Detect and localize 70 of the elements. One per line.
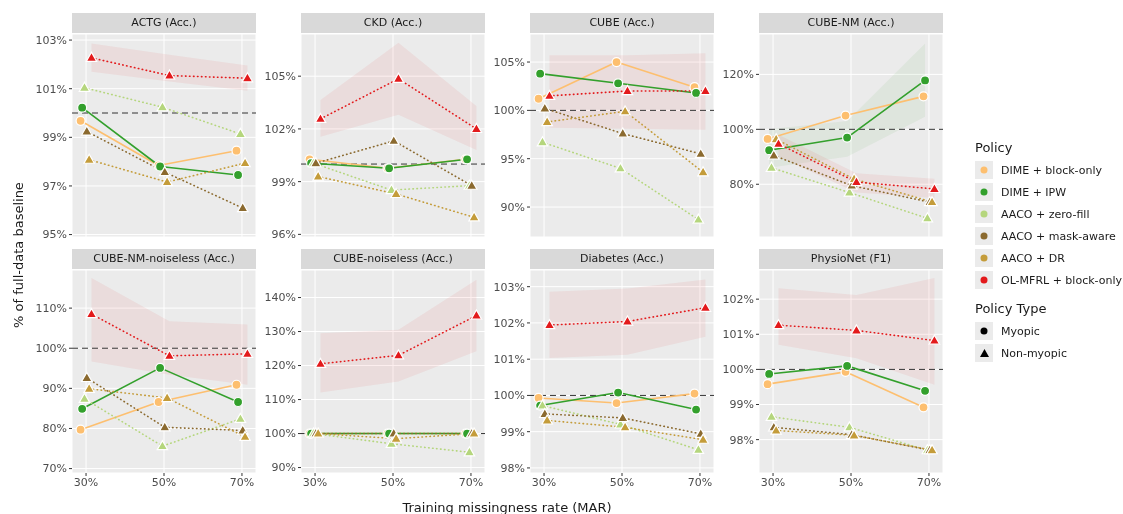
y-tick-label: 98%	[500, 461, 525, 475]
text: Policy Type	[975, 301, 1048, 316]
y-tick-label: 98%	[729, 433, 754, 447]
y-tick-label: 100%	[493, 389, 525, 403]
x-tick-label: 30%	[73, 475, 99, 489]
text: Myopic	[1001, 324, 1040, 338]
legend-label: DIME + IPW	[1001, 185, 1067, 199]
x-tick-label: 50%	[609, 475, 635, 489]
chart-title: CKD (Acc.)	[301, 13, 485, 33]
y-tick-label: 110%	[35, 302, 67, 316]
y-tick-label: 101%	[493, 353, 525, 367]
y-tick-label: 100%	[722, 123, 754, 137]
y-tick-label: 105%	[493, 55, 525, 69]
x-tick-label: 70%	[458, 475, 484, 489]
y-tick-label: 99%	[271, 175, 296, 189]
y-tick-label: 100%	[722, 363, 754, 377]
legend-label: DIME + block-only	[1001, 163, 1102, 177]
x-tick-label: 30%	[531, 475, 557, 489]
chart-title: ACTG (Acc.)	[72, 13, 256, 33]
chart-title: Diabetes (Acc.)	[530, 249, 714, 269]
y-tick-label: 105%	[264, 70, 296, 84]
y-tick-label: 101%	[722, 328, 754, 342]
y-tick-label: 102%	[264, 122, 296, 136]
x-tick-label: 30%	[760, 475, 786, 489]
chart-title: CUBE (Acc.)	[530, 13, 714, 33]
chart-title: PhysioNet (F1)	[759, 249, 943, 269]
y-tick-label: 90%	[500, 200, 525, 214]
legend-label: AACO + mask-aware	[1001, 229, 1116, 243]
y-tick-label: 102%	[493, 316, 525, 330]
y-tick-label: 90%	[271, 461, 296, 475]
y-tick-label: 99%	[500, 425, 525, 439]
legend-title: Policy	[975, 140, 1014, 155]
y-tick-label: 99%	[729, 398, 754, 412]
chart-title: CUBE-NM-noiseless (Acc.)	[72, 249, 256, 269]
legend-label: AACO + DR	[1001, 251, 1065, 265]
y-tick-label: 110%	[264, 393, 296, 407]
y-tick-label: 102%	[722, 293, 754, 307]
y-tick-label: 95%	[42, 228, 67, 242]
x-tick-label: 70%	[229, 475, 255, 489]
x-tick-label: 50%	[838, 475, 864, 489]
legend-label: AACO + zero-fill	[1001, 207, 1090, 221]
y-tick-label: 140%	[264, 291, 296, 305]
y-tick-label: 101%	[35, 82, 67, 96]
y-tick-label: 130%	[264, 325, 296, 339]
y-tick-label: 80%	[42, 422, 67, 436]
y-tick-label: 120%	[722, 68, 754, 82]
x-axis-title: Training missingness rate (MAR)	[402, 499, 612, 514]
y-tick-label: 99%	[42, 131, 67, 145]
chart-title: CUBE-NM (Acc.)	[759, 13, 943, 33]
y-tick-label: 95%	[500, 152, 525, 166]
y-tick-label: 90%	[42, 382, 67, 396]
y-axis-title: % of full-data baseline	[10, 182, 26, 328]
y-tick-label: 96%	[271, 228, 296, 242]
y-tick-label: 103%	[35, 33, 67, 47]
x-tick-label: 70%	[916, 475, 942, 489]
y-tick-label: 100%	[35, 342, 67, 356]
y-tick-label: 120%	[264, 359, 296, 373]
y-tick-label: 100%	[493, 104, 525, 118]
y-tick-label: 80%	[729, 178, 754, 192]
y-tick-label: 97%	[42, 179, 67, 193]
legend-label: OL-MFRL + block-only	[1001, 273, 1122, 287]
x-tick-label: 30%	[302, 475, 328, 489]
x-tick-label: 50%	[151, 475, 177, 489]
chart-title: CUBE-noiseless (Acc.)	[301, 249, 485, 269]
y-tick-label: 70%	[42, 462, 67, 476]
text: Non-myopic	[1001, 346, 1067, 360]
x-tick-label: 70%	[687, 475, 713, 489]
x-tick-label: 50%	[380, 475, 406, 489]
y-tick-label: 103%	[493, 280, 525, 294]
y-tick-label: 100%	[264, 427, 296, 441]
